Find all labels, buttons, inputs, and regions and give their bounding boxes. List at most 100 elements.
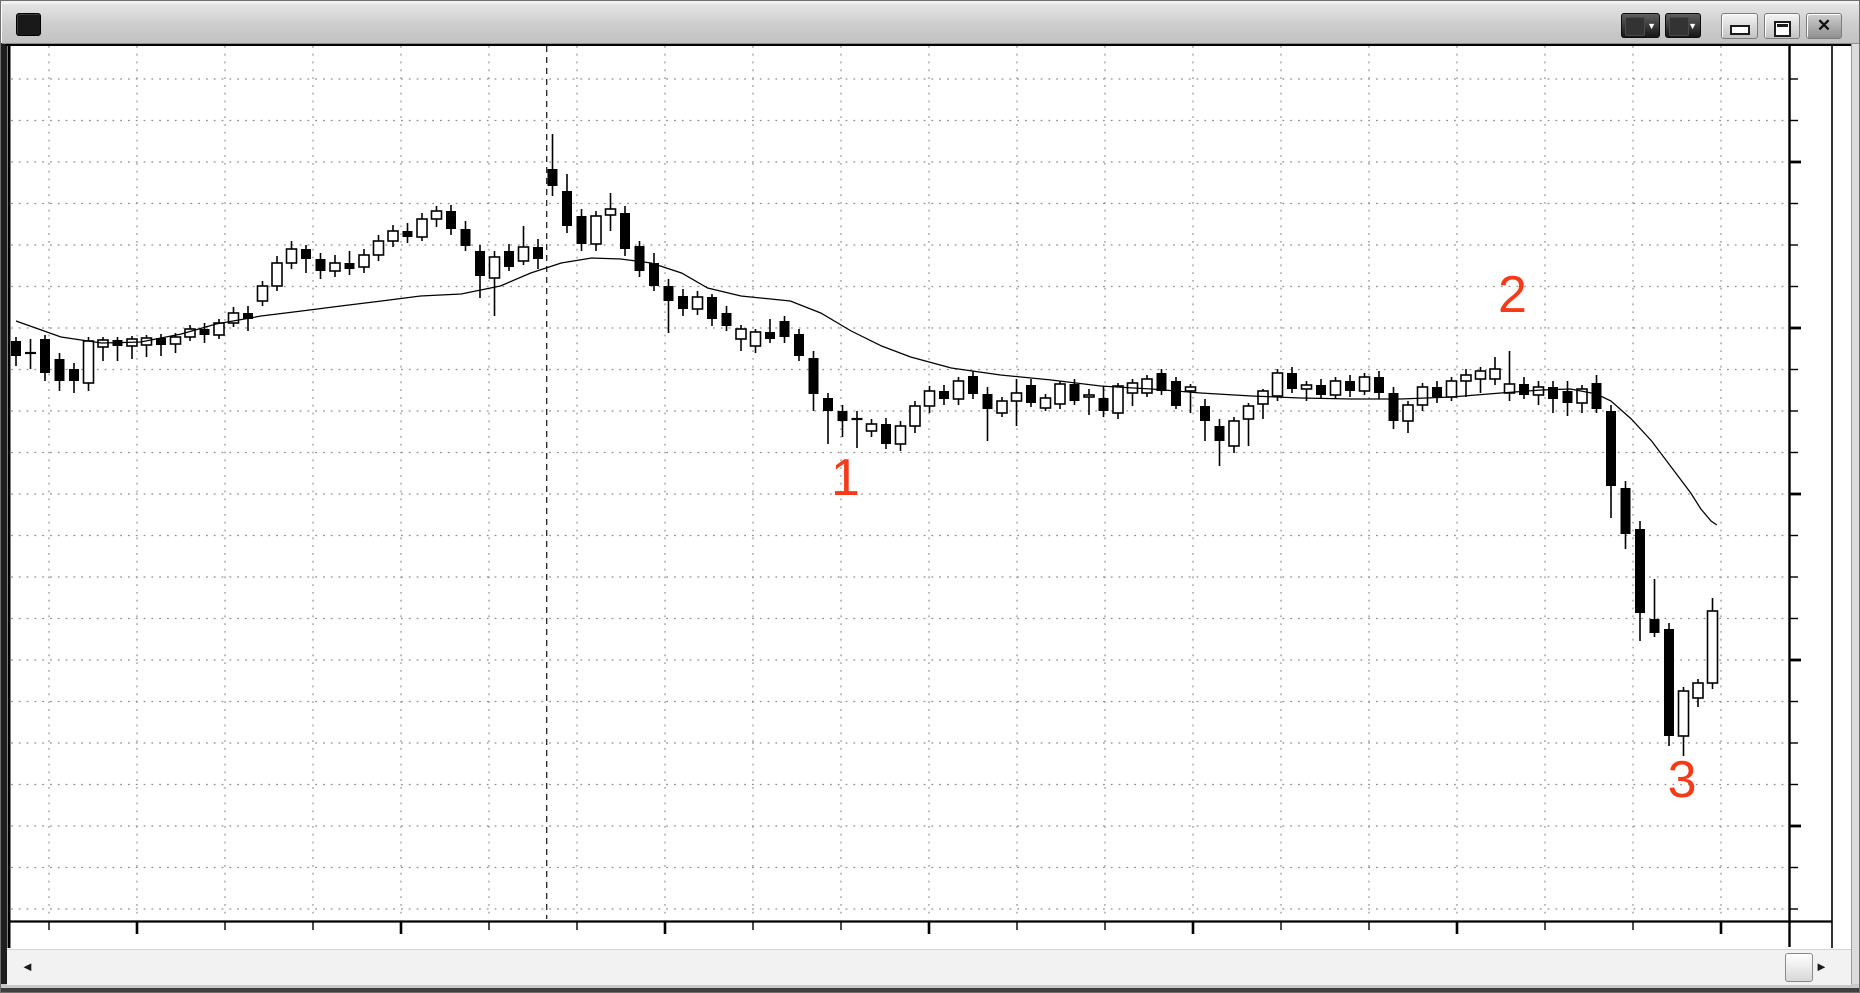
candle	[69, 363, 79, 393]
candle	[1503, 351, 1516, 401]
candle	[604, 193, 617, 231]
minimize-button[interactable]	[1721, 13, 1758, 39]
candle	[547, 134, 558, 196]
candle	[517, 226, 530, 265]
scroll-left-button[interactable]: ◄	[21, 959, 34, 974]
candle	[1489, 357, 1501, 385]
candle	[894, 421, 907, 451]
candle	[982, 387, 993, 441]
window-edge-top	[1, 1, 1859, 5]
window-edge-right	[1851, 43, 1859, 989]
moving-average-line	[15, 257, 1718, 526]
candle	[707, 294, 717, 326]
x-axis	[9, 920, 1832, 934]
candle	[794, 329, 804, 361]
maximize-button[interactable]	[1764, 13, 1800, 39]
candle	[1184, 384, 1197, 413]
candle	[1316, 379, 1326, 399]
candle	[590, 211, 602, 251]
candle	[430, 206, 443, 227]
scrollbar-thumb[interactable]	[1785, 953, 1813, 982]
candlestick-chart[interactable]: 1 2 3	[1, 1, 1860, 949]
candle	[1141, 375, 1153, 397]
candle	[1374, 371, 1384, 399]
candle	[533, 239, 543, 269]
horizontal-scrollbar[interactable]: ◄ ►	[7, 949, 1851, 985]
titlebar[interactable]: ▼ ▼ ✕	[2, 4, 1859, 44]
candle	[1228, 417, 1240, 453]
candle	[315, 253, 326, 279]
candle	[504, 244, 514, 271]
candle	[199, 323, 210, 343]
candle	[1432, 381, 1442, 403]
annotation-3: 3	[1668, 751, 1697, 809]
candles-group	[11, 134, 1719, 756]
candle	[372, 235, 385, 261]
chevron-down-icon: ▼	[1688, 21, 1697, 31]
candle	[97, 337, 109, 361]
candle	[140, 335, 153, 357]
candle	[1635, 521, 1645, 641]
toolbar-dropdown-1[interactable]: ▼	[1621, 13, 1660, 38]
candle	[1214, 419, 1225, 466]
candle	[387, 225, 399, 247]
window-edge-bottom	[1, 984, 1859, 992]
candle	[823, 393, 833, 444]
candle	[329, 255, 341, 277]
candle	[939, 385, 949, 405]
candle	[54, 353, 65, 391]
app-icon[interactable]	[16, 13, 41, 36]
candle	[475, 245, 485, 298]
candle	[1257, 389, 1269, 419]
candle	[1402, 401, 1414, 433]
candle	[358, 249, 370, 273]
close-button[interactable]: ✕	[1806, 13, 1842, 39]
candle	[576, 209, 587, 251]
candle	[1300, 381, 1313, 401]
candle	[1156, 369, 1167, 395]
candle	[1200, 399, 1210, 441]
grid	[11, 46, 1787, 919]
chart-frame	[5, 43, 1851, 948]
scroll-right-button[interactable]: ►	[1815, 959, 1828, 974]
candle	[1692, 679, 1704, 707]
candle	[460, 221, 471, 251]
candle	[227, 307, 240, 327]
chevron-down-icon: ▼	[1647, 21, 1656, 31]
close-icon: ✕	[1816, 16, 1832, 35]
candle	[213, 319, 225, 339]
candle	[1445, 377, 1458, 401]
candle	[1562, 381, 1573, 416]
candle	[1606, 405, 1616, 518]
candle	[1026, 379, 1036, 407]
candle	[1519, 377, 1529, 399]
candle	[1460, 369, 1472, 397]
candle	[1083, 389, 1095, 415]
candle	[446, 205, 456, 235]
candle	[271, 256, 283, 291]
candle	[865, 419, 878, 437]
candle	[1474, 367, 1487, 393]
candle	[1287, 367, 1297, 393]
candle	[416, 213, 428, 241]
toolbar-dropdown-2[interactable]: ▼	[1665, 13, 1701, 38]
minimize-icon	[1729, 25, 1750, 35]
candle	[968, 371, 978, 399]
candle	[1591, 375, 1602, 413]
candle	[620, 206, 630, 256]
candle	[881, 418, 891, 449]
candle	[126, 336, 138, 359]
candle	[678, 289, 688, 316]
candle	[1054, 381, 1066, 409]
annotation-2: 2	[1498, 266, 1527, 324]
maximize-icon	[1773, 20, 1791, 37]
candle	[562, 174, 572, 233]
candle	[169, 333, 182, 353]
candle	[923, 386, 936, 413]
candle	[909, 401, 921, 433]
window-edge-left	[1, 43, 7, 989]
candle	[1548, 381, 1558, 413]
candle	[1010, 379, 1023, 426]
candle	[112, 337, 123, 361]
